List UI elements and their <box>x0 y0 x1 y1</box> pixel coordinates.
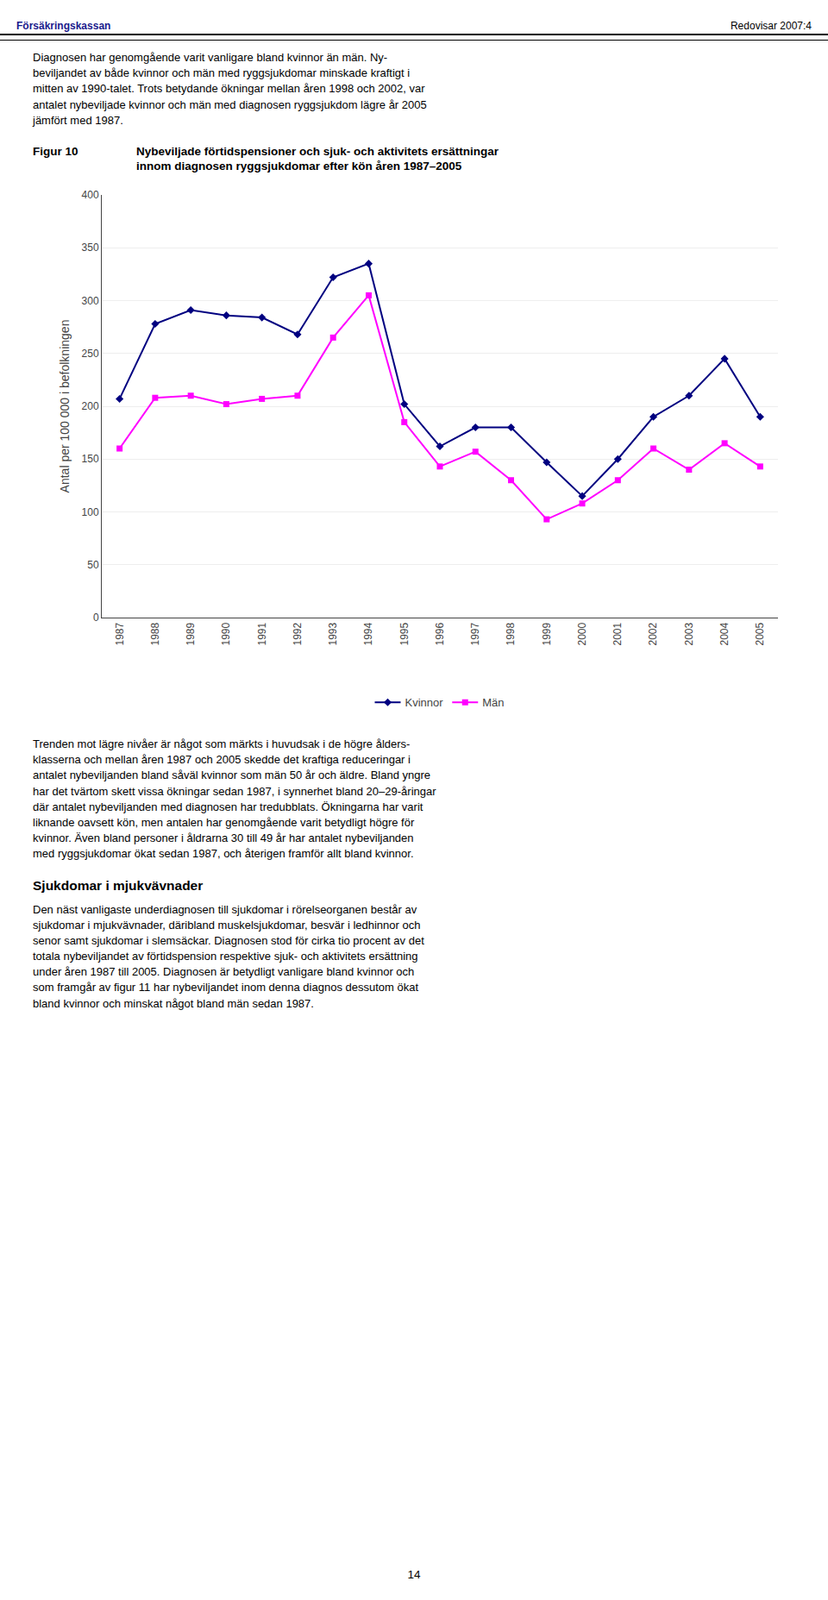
svg-text:50: 50 <box>87 558 100 571</box>
svg-text:1997: 1997 <box>469 622 482 647</box>
svg-text:200: 200 <box>81 400 100 413</box>
html-text:Trenden mot lägre nivåer är nå: Trenden mot lägre nivåer är något som mä… <box>32 737 437 861</box>
svg-text:1995: 1995 <box>398 622 411 647</box>
html-text:Nybeviljade förtidspensioner o: Nybeviljade förtidspensioner och sjuk- o… <box>136 144 499 173</box>
html-text:Sjukdomar i mjukvävnader: Sjukdomar i mjukvävnader <box>32 877 203 893</box>
html-text:14: 14 <box>407 1568 421 1581</box>
svg-text:300: 300 <box>81 294 100 308</box>
svg-text:100: 100 <box>81 506 100 519</box>
svg-text:350: 350 <box>81 241 100 254</box>
html-text:Diagnosen har genomgående vari: Diagnosen har genomgående varit vanligar… <box>32 50 427 127</box>
svg-text:1991: 1991 <box>256 622 269 647</box>
svg-text:1994: 1994 <box>362 622 375 647</box>
svg-text:400: 400 <box>81 188 100 201</box>
svg-text:2005: 2005 <box>753 622 766 647</box>
svg-text:1988: 1988 <box>149 622 162 647</box>
svg-text:1989: 1989 <box>184 622 197 647</box>
svg-text:1992: 1992 <box>291 622 304 647</box>
svg-text:150: 150 <box>81 452 100 465</box>
html-text:Den näst vanligaste underdiagn: Den näst vanligaste underdiagnosen till … <box>32 902 425 1010</box>
svg-text:1998: 1998 <box>504 622 517 647</box>
html-text:Försäkringskassan: Försäkringskassan <box>16 19 111 32</box>
svg-text:1996: 1996 <box>433 622 446 647</box>
svg-text:250: 250 <box>81 347 100 360</box>
svg-text:0: 0 <box>93 611 100 624</box>
html-text:Figur 10: Figur 10 <box>32 144 79 158</box>
html-text:Redovisar 2007:4: Redovisar 2007:4 <box>730 19 812 32</box>
svg-text:2002: 2002 <box>646 622 659 647</box>
svg-text:Män: Män <box>482 696 504 709</box>
svg-text:1990: 1990 <box>219 622 233 647</box>
svg-text:2001: 2001 <box>611 622 624 647</box>
svg-text:Kvinnor: Kvinnor <box>405 696 445 709</box>
svg-text:2000: 2000 <box>576 622 589 647</box>
svg-text:2004: 2004 <box>718 622 731 647</box>
svg-text:2003: 2003 <box>683 622 696 647</box>
svg-text:1993: 1993 <box>326 622 339 647</box>
svg-text:Antal per 100 000 i befolkning: Antal per 100 000 i befolkningen <box>57 319 72 494</box>
svg-text:1999: 1999 <box>540 622 553 647</box>
svg-text:1987: 1987 <box>113 622 126 647</box>
